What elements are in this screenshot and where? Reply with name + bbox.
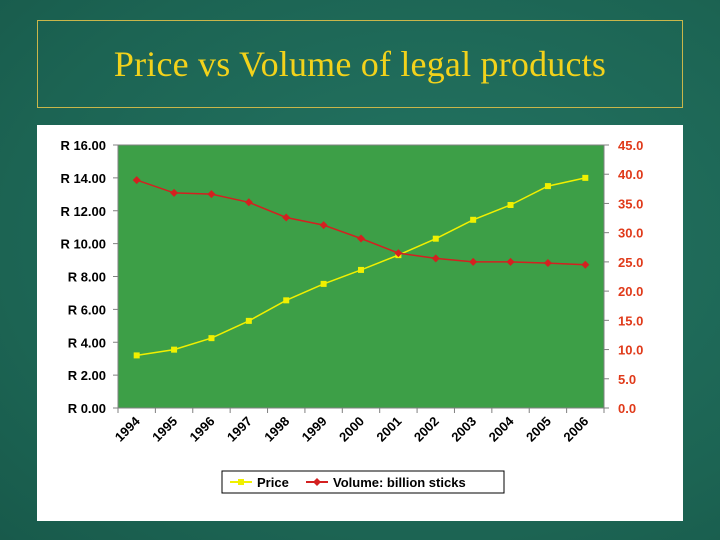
price-data-point xyxy=(432,235,439,242)
price-data-point xyxy=(582,174,589,181)
right-axis-tick-label: 0.0 xyxy=(618,401,636,416)
volume-data-point xyxy=(132,176,141,185)
volume-data-point xyxy=(207,190,216,199)
volume-data-point xyxy=(282,213,291,222)
right-axis-tick-label: 40.0 xyxy=(618,167,643,182)
left-axis-tick-label: R 8.00 xyxy=(68,270,106,285)
volume-data-point xyxy=(319,221,328,230)
left-axis-tick-label: R 0.00 xyxy=(68,401,106,416)
left-axis-tick-label: R 14.00 xyxy=(60,171,106,186)
volume-data-point xyxy=(581,260,590,269)
axes: R 0.00 R 2.00 R 4.00 R 6.00 R 8.00 R 10.00 R 1… xyxy=(60,138,643,445)
left-axis-tick-label: R 12.00 xyxy=(60,204,106,219)
price-data-point xyxy=(544,183,551,190)
series-layer xyxy=(132,174,590,359)
price-data-point xyxy=(283,297,290,304)
volume-data-point xyxy=(469,257,478,266)
price-data-point xyxy=(245,317,252,324)
price-data-point xyxy=(171,346,178,353)
legend-volume-marker xyxy=(313,478,321,486)
right-axis-tick-label: 20.0 xyxy=(618,284,643,299)
right-axis-tick-label: 15.0 xyxy=(618,313,643,328)
left-axis-tick-label: R 16.00 xyxy=(60,138,106,153)
legend: Price Volume: billion sticks xyxy=(221,470,505,494)
right-axis-tick-label: 25.0 xyxy=(618,255,643,270)
right-axis-tick-label: 5.0 xyxy=(618,372,636,387)
volume-data-point xyxy=(543,259,552,268)
legend-box xyxy=(221,470,505,494)
price-data-point xyxy=(208,335,215,342)
volume-data-point xyxy=(506,257,515,266)
right-axis-tick-label: 45.0 xyxy=(618,138,643,153)
left-axis-tick-label: R 4.00 xyxy=(68,335,106,350)
right-axis-tick-label: 35.0 xyxy=(618,196,643,211)
price-data-point xyxy=(358,266,364,273)
price-data-point xyxy=(133,352,140,359)
price-data-point xyxy=(470,216,477,223)
left-axis-tick-label: R 2.00 xyxy=(68,368,106,383)
plot-area xyxy=(117,144,605,409)
volume-data-point xyxy=(170,188,179,197)
volume-data-point xyxy=(244,198,253,207)
volume-data-point xyxy=(431,254,440,263)
volume-data-point xyxy=(394,249,403,258)
right-axis-tick-label: 10.0 xyxy=(618,343,643,358)
left-axis-tick-label: R 6.00 xyxy=(68,302,106,317)
price-data-point xyxy=(320,280,327,287)
legend-volume-label: Volume: billion sticks xyxy=(333,475,466,490)
price-data-point xyxy=(507,201,514,208)
right-axis-tick-label: 30.0 xyxy=(618,226,643,241)
volume-data-point xyxy=(357,234,365,243)
page-title: Price vs Volume of legal products xyxy=(113,44,607,84)
title-box: Price vs Volume of legal products xyxy=(37,20,683,108)
legend-price-label: Price xyxy=(257,475,289,490)
left-axis-tick-label: R 10.00 xyxy=(60,237,106,252)
legend-price-marker xyxy=(238,479,244,485)
